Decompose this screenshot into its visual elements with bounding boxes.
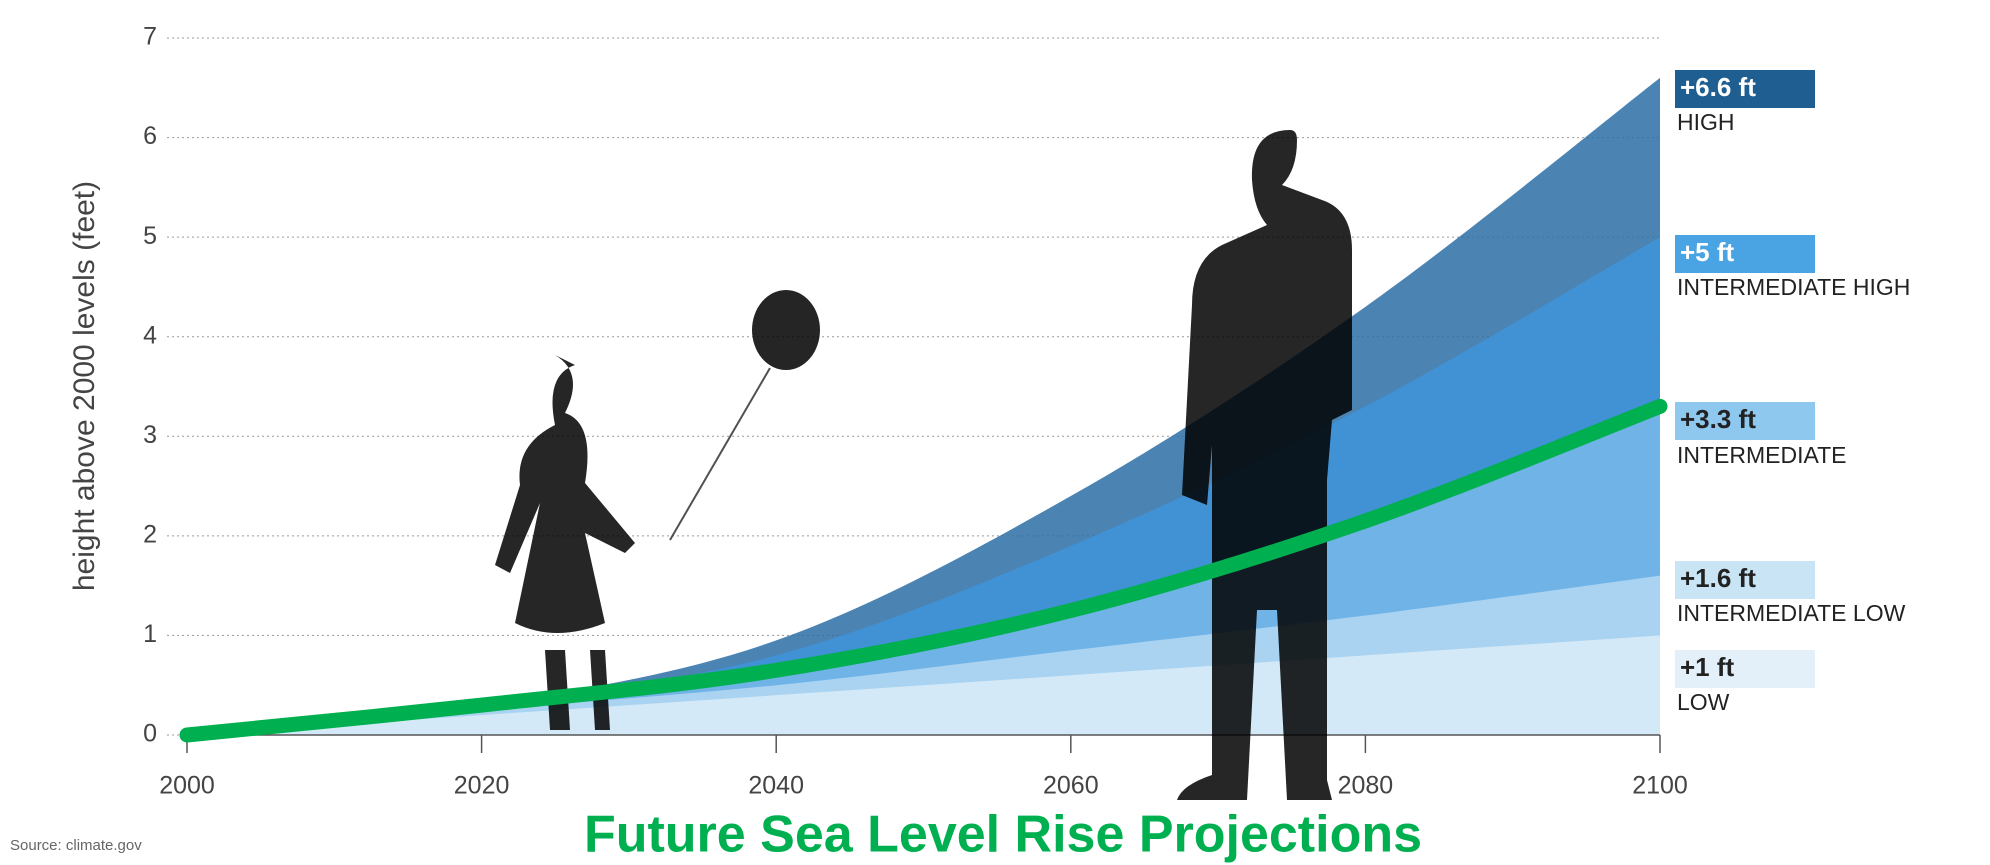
label-box bbox=[1675, 235, 1815, 273]
x-tick-label: 2080 bbox=[1338, 772, 1394, 800]
y-tick-label: 5 bbox=[143, 222, 157, 250]
legend-label: HIGH bbox=[1677, 109, 1735, 135]
x-tick-label: 2060 bbox=[1043, 772, 1099, 800]
label-box bbox=[1675, 402, 1815, 440]
x-tick-label: 2020 bbox=[454, 772, 510, 800]
end-label: +5 ft bbox=[1680, 237, 1735, 267]
y-tick-label: 3 bbox=[143, 421, 157, 449]
label-box bbox=[1675, 70, 1815, 108]
y-tick-label: 4 bbox=[143, 321, 157, 349]
child-silhouette bbox=[495, 355, 635, 730]
balloon bbox=[752, 290, 820, 370]
silhouettes bbox=[495, 130, 1352, 800]
end-label: +1 ft bbox=[1680, 652, 1735, 682]
x-tick-label: 2100 bbox=[1632, 772, 1688, 800]
label-box bbox=[1675, 650, 1815, 688]
end-label: +6.6 ft bbox=[1680, 72, 1756, 102]
chart-title: Future Sea Level Rise Projections bbox=[584, 806, 1422, 864]
x-tick-label: 2000 bbox=[159, 772, 215, 800]
balloon-string bbox=[669, 367, 771, 541]
y-axis-label: height above 2000 levels (feet) bbox=[68, 181, 101, 591]
legend-label: INTERMEDIATE LOW bbox=[1677, 600, 1906, 626]
label-box bbox=[1675, 561, 1815, 599]
y-tick-label: 2 bbox=[143, 520, 157, 548]
adult-silhouette bbox=[1177, 130, 1352, 800]
end-label: +3.3 ft bbox=[1680, 404, 1756, 434]
legend-label: INTERMEDIATE bbox=[1677, 442, 1847, 468]
source: Source: climate.gov bbox=[10, 837, 142, 854]
y-tick-label: 0 bbox=[143, 720, 157, 748]
legend-label: INTERMEDIATE HIGH bbox=[1677, 274, 1910, 300]
highlight-line bbox=[179, 398, 1668, 743]
y-tick-label: 7 bbox=[143, 23, 157, 51]
end-label: +1.6 ft bbox=[1680, 563, 1756, 593]
legend-label: LOW bbox=[1677, 689, 1730, 715]
y-tick-label: 6 bbox=[143, 122, 157, 150]
y-tick-label: 1 bbox=[143, 620, 157, 648]
plot: 0 1 2 3 4 5 6 7 2000 2020 2040 2060 2080 2100 bbox=[143, 23, 1688, 800]
x-tick-label: 2040 bbox=[748, 772, 804, 800]
